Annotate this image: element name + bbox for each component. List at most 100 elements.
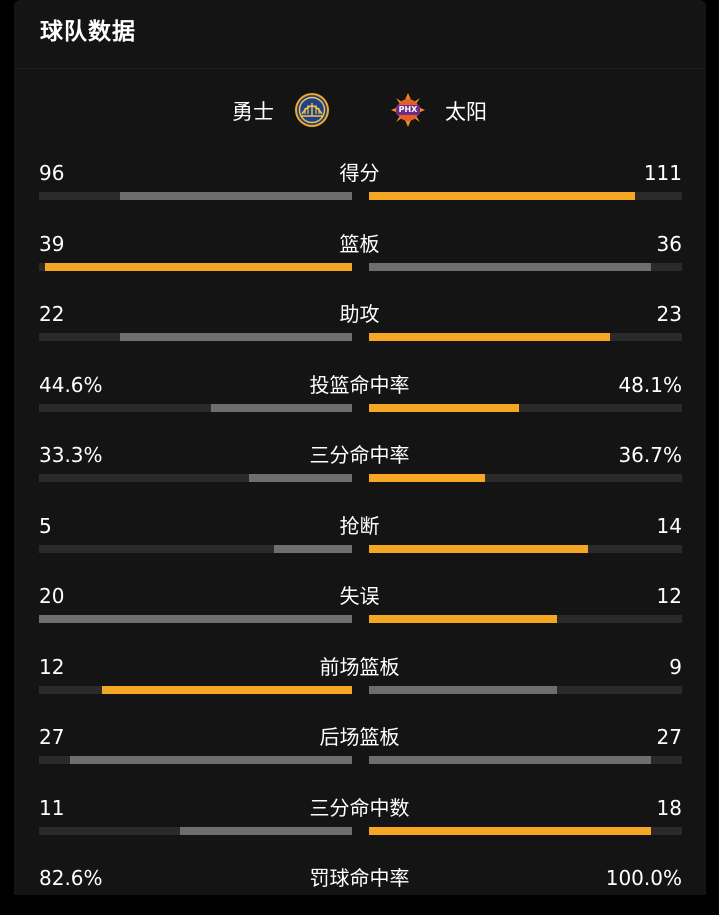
away-stat-track	[369, 685, 682, 694]
stat-row: 27 后场篮板 27	[39, 724, 682, 774]
home-stat-value: 82.6%	[39, 866, 103, 890]
stat-label-text: 三分命中率	[309, 443, 410, 467]
stat-label-text: 前场篮板	[319, 654, 400, 679]
stat-row: 5 抢断 14	[39, 513, 682, 563]
stat-label: 三分命中率	[39, 442, 682, 468]
stat-label: 助攻	[39, 301, 682, 327]
away-stat-value: 14	[656, 513, 682, 538]
stat-row: 11 三分命中数 18	[39, 795, 682, 845]
home-stat-value: 12	[39, 654, 65, 679]
stat-label-text: 失误	[339, 584, 380, 608]
stat-label: 三分命中数	[39, 795, 682, 821]
stat-label-text: 助攻	[339, 302, 380, 326]
stat-row: 33.3% 三分命中率 36.7%	[39, 442, 682, 492]
stat-row: 39 篮板 36	[39, 231, 682, 281]
away-stat-bar	[369, 333, 610, 341]
stat-label-text: 篮板	[339, 231, 380, 256]
warriors-logo-icon	[294, 92, 330, 128]
stat-label-text: 后场篮板	[319, 725, 400, 749]
home-stat-bar	[211, 403, 352, 412]
stat-label-text: 得分	[339, 161, 380, 185]
stat-label-text: 罚球命中率	[309, 866, 410, 890]
home-stat-value: 39	[39, 231, 65, 256]
home-stat-value: 33.3%	[39, 443, 103, 467]
stat-row: 22 助攻 23	[39, 301, 682, 351]
away-stat-bar	[369, 262, 651, 271]
stat-label-text: 投篮命中率	[309, 372, 410, 397]
home-team-name: 勇士	[232, 100, 274, 124]
away-stat-value: 9	[669, 654, 682, 679]
stat-row: 12 前场篮板 9	[39, 654, 682, 704]
away-stat-value: 12	[656, 584, 682, 608]
away-stat-track	[369, 544, 682, 553]
home-stat-value: 20	[39, 584, 65, 608]
home-stat-value: 96	[39, 161, 65, 185]
away-stat-value: 36	[656, 231, 682, 256]
home-stat-track	[39, 403, 352, 412]
stat-row: 82.6% 罚球命中率 100.0%	[39, 865, 682, 915]
away-stat-bar	[369, 192, 635, 200]
home-stat-track	[39, 262, 352, 271]
suns-logo-text: PHX	[398, 105, 418, 114]
stat-label: 得分	[39, 160, 682, 186]
home-stat-value: 22	[39, 302, 65, 326]
home-stat-bar	[70, 756, 352, 764]
stat-label: 抢断	[39, 513, 682, 539]
home-stat-value: 11	[39, 795, 65, 820]
away-stat-track	[369, 403, 682, 412]
stat-row: 44.6% 投篮命中率 48.1%	[39, 372, 682, 422]
away-stat-track	[369, 826, 682, 835]
away-stat-bar	[369, 826, 651, 835]
home-stat-bar	[180, 826, 352, 835]
home-stat-track	[39, 192, 352, 200]
away-stat-value: 23	[656, 302, 682, 326]
team-stats-card	[14, 0, 706, 905]
stat-label: 罚球命中率	[39, 865, 682, 891]
stat-label: 投篮命中率	[39, 372, 682, 398]
home-stat-bar	[249, 474, 352, 482]
away-stat-track	[369, 615, 682, 623]
home-stat-track	[39, 544, 352, 553]
home-stat-bar	[274, 544, 352, 553]
away-stat-value: 27	[656, 725, 682, 749]
away-stat-value: 36.7%	[618, 443, 682, 467]
away-stat-track	[369, 192, 682, 200]
home-stat-bar	[120, 192, 352, 200]
away-stat-bar	[369, 615, 557, 623]
home-stat-track	[39, 615, 352, 623]
home-stat-bar	[120, 333, 352, 341]
away-team-name: 太阳	[445, 100, 487, 124]
stat-label: 篮板	[39, 231, 682, 257]
home-stat-track	[39, 333, 352, 341]
header-divider	[14, 68, 706, 69]
away-stat-value: 18	[656, 795, 682, 820]
away-stat-bar	[369, 474, 485, 482]
home-stat-bar	[45, 262, 352, 271]
away-stat-bar	[369, 544, 588, 553]
away-stat-value: 48.1%	[618, 372, 682, 397]
stat-row: 96 得分 111	[39, 160, 682, 210]
bottom-edge	[0, 895, 719, 905]
away-stat-track	[369, 262, 682, 271]
stat-row: 20 失误 12	[39, 583, 682, 633]
teams-header: 勇士	[0, 90, 719, 130]
away-stat-bar	[369, 685, 557, 694]
stat-label: 失误	[39, 583, 682, 609]
away-stat-bar	[369, 403, 519, 412]
away-stat-track	[369, 333, 682, 341]
home-stat-track	[39, 685, 352, 694]
home-stat-track	[39, 756, 352, 764]
stat-label: 前场篮板	[39, 654, 682, 680]
away-stat-bar	[369, 756, 651, 764]
home-stat-value: 5	[39, 513, 52, 538]
home-stat-track	[39, 474, 352, 482]
suns-logo-icon: PHX	[390, 92, 426, 128]
away-stat-value: 100.0%	[605, 866, 682, 890]
away-stat-value: 111	[643, 161, 682, 185]
stat-label-text: 抢断	[339, 513, 380, 538]
stat-label-text: 三分命中数	[309, 795, 410, 820]
home-stat-value: 44.6%	[39, 372, 103, 397]
away-stat-track	[369, 756, 682, 764]
home-stat-value: 27	[39, 725, 65, 749]
section-title: 球队数据	[40, 19, 136, 45]
